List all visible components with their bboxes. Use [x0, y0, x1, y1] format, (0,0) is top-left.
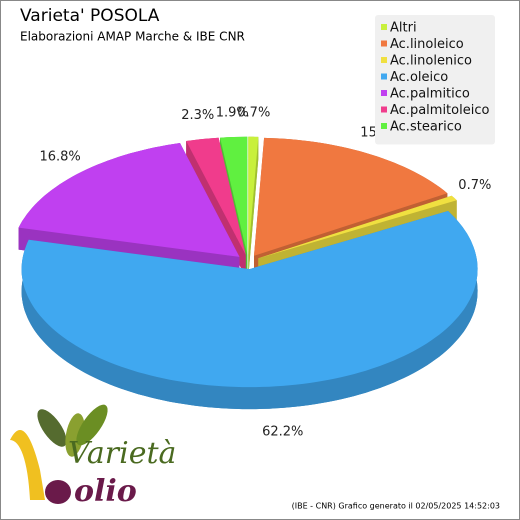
data-label: 16.8%	[39, 150, 80, 165]
chart-title: Varieta' POSOLA	[20, 6, 160, 26]
data-label: 2.3%	[181, 108, 214, 123]
slice-top	[18, 143, 240, 257]
legend-label: Altri	[390, 21, 417, 36]
data-label: 1.9%	[216, 106, 249, 121]
slice-top	[258, 195, 457, 259]
logo-leaf	[37, 409, 67, 447]
logo-shape	[10, 430, 45, 500]
data-label: 62.2%	[262, 424, 303, 439]
logo-word: Varietà	[68, 436, 176, 471]
legend-swatch	[381, 40, 387, 47]
logo: Varietà olio	[10, 404, 176, 509]
legend-swatch	[381, 90, 387, 96]
logo-brand: olio	[74, 474, 137, 509]
legend-swatch	[381, 106, 387, 113]
legend-label: Ac.oleico	[390, 70, 448, 85]
legend-swatch	[381, 24, 387, 30]
data-label: 0.7%	[237, 105, 270, 120]
legend-label: Ac.palmitoleico	[390, 103, 489, 118]
slice-top	[186, 137, 246, 255]
legend-label: Ac.linolenico	[390, 54, 472, 69]
legend-label: Ac.palmitico	[390, 87, 470, 102]
legend-swatch	[381, 57, 387, 63]
slice-wall	[248, 136, 259, 277]
footer: (IBE - CNR) Grafico generato il 02/05/20…	[292, 502, 500, 511]
chart-subtitle: Elaborazioni AMAP Marche & IBE CNR	[20, 30, 245, 44]
legend-box	[375, 15, 495, 145]
logo-leaf	[65, 413, 85, 457]
slice-top	[21, 211, 478, 388]
legend-swatch	[381, 123, 387, 129]
slice-top	[220, 136, 248, 255]
slice-top	[248, 136, 259, 255]
legend-label: Ac.stearico	[390, 120, 462, 135]
legend-label: Ac.linoleico	[390, 37, 464, 52]
slice-side	[451, 195, 457, 223]
pie	[18, 136, 478, 410]
data-label: 0.7%	[458, 178, 491, 193]
logo-olive	[45, 480, 71, 504]
legend-swatch	[381, 73, 387, 80]
logo-leaf	[76, 404, 108, 446]
slice-top	[254, 137, 448, 256]
